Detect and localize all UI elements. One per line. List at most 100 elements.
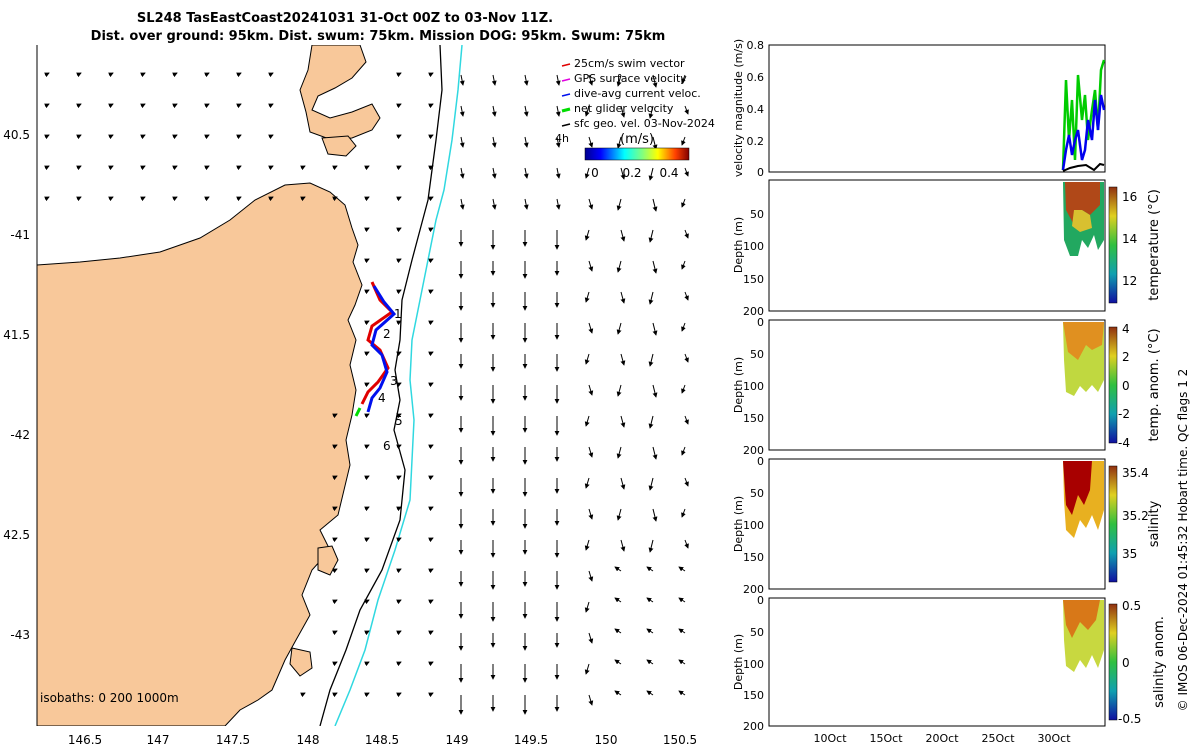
velocity-arrow bbox=[44, 72, 50, 78]
temperature-mid-band bbox=[1072, 210, 1092, 232]
velocity-arrow bbox=[588, 260, 594, 272]
velocity-arrow bbox=[332, 568, 338, 574]
map-xtick-148: 148 bbox=[297, 733, 320, 747]
velocity-arrow bbox=[648, 539, 654, 553]
velocity-arrow bbox=[620, 415, 626, 428]
velocity-arrow bbox=[652, 446, 658, 460]
velocity-arrow bbox=[491, 198, 497, 210]
legend-net-label: net glider velocity bbox=[574, 102, 674, 115]
velocity-arrow bbox=[459, 167, 465, 179]
side-xtick-10oct: 10Oct bbox=[813, 732, 847, 745]
velocity-arrow bbox=[684, 477, 689, 487]
salinity-anomaly-ytick-100: 100 bbox=[743, 658, 764, 671]
velocity-arrow bbox=[428, 475, 434, 481]
salinity-ytick-0: 0 bbox=[757, 455, 764, 468]
velocity-arrow bbox=[364, 196, 370, 202]
map-ytick-405: 40.5 bbox=[3, 128, 30, 142]
velocity-arrow bbox=[616, 136, 622, 149]
side-xtick-20oct: 20Oct bbox=[925, 732, 959, 745]
temp-anomaly-axes bbox=[768, 319, 1106, 451]
velocity-arrow bbox=[648, 105, 654, 119]
legend-gps-swatch bbox=[561, 78, 571, 82]
velocity-arrow bbox=[588, 198, 594, 210]
colorbar-period: 4h bbox=[555, 132, 569, 145]
velocity-arrow bbox=[396, 134, 402, 140]
velocity-ytick-02: 0.2 bbox=[747, 135, 765, 148]
velocity-arrow bbox=[108, 165, 114, 171]
velocity-arrow bbox=[428, 537, 434, 543]
salinity-axes bbox=[768, 458, 1106, 590]
velocity-arrow bbox=[364, 351, 370, 357]
temperature-ytick-100: 100 bbox=[743, 240, 764, 253]
temperature-ytick-200: 200 bbox=[743, 305, 764, 318]
velocity-arrow bbox=[428, 661, 434, 667]
velocity-arrow bbox=[681, 322, 686, 332]
velocity-arrow bbox=[396, 568, 402, 574]
isobath-note: isobaths: 0 200 1000m bbox=[40, 691, 179, 705]
velocity-arrow bbox=[681, 74, 686, 84]
velocity-arrow bbox=[652, 322, 658, 336]
temperature-cb-label: temperature (°C) bbox=[1147, 189, 1162, 301]
velocity-arrow bbox=[678, 690, 686, 696]
temp-anomaly-ytick-150: 150 bbox=[743, 412, 764, 425]
velocity-arrow bbox=[44, 196, 50, 202]
velocity-arrow bbox=[204, 196, 210, 202]
velocity-arrow bbox=[268, 103, 274, 109]
temperature-cb-16: 16 bbox=[1122, 190, 1137, 204]
map-ytick-415: 41.5 bbox=[3, 328, 30, 342]
salinity-cb-354: 35.4 bbox=[1122, 466, 1149, 480]
velocity-arrow bbox=[76, 134, 82, 140]
velocity-arrow bbox=[428, 320, 434, 326]
map-xtick-1465: 146.5 bbox=[68, 733, 102, 747]
velocity-arrow bbox=[428, 568, 434, 574]
velocity-panel: 0 0.2 0.4 0.6 0.8 velocity magnitude (m/… bbox=[732, 39, 1106, 179]
velocity-arrow bbox=[428, 258, 434, 264]
velocity-arrow bbox=[523, 198, 529, 210]
velocity-arrow bbox=[204, 165, 210, 171]
velocity-arrow bbox=[204, 103, 210, 109]
velocity-arrow bbox=[588, 384, 594, 396]
salinity-colorbar bbox=[1108, 465, 1118, 583]
velocity-arrow bbox=[396, 475, 402, 481]
legend-sfc-swatch bbox=[561, 123, 571, 127]
velocity-arrow bbox=[364, 444, 370, 450]
legend-dive-label: dive-avg current veloc. bbox=[574, 87, 701, 100]
velocity-arrow bbox=[172, 134, 178, 140]
velocity-arrow bbox=[646, 659, 654, 665]
glider-track-net bbox=[354, 407, 362, 417]
velocity-arrow bbox=[555, 198, 561, 210]
temperature-ytick-50: 50 bbox=[750, 208, 764, 221]
temp-anomaly-panel: 0 50 100 150 200 Depth (m) 4 2 0 -2 -4 t… bbox=[732, 316, 1162, 457]
velocity-arrow bbox=[76, 103, 82, 109]
colorbar-label: (m/s) bbox=[620, 132, 654, 147]
velocity-arrow bbox=[428, 165, 434, 171]
velocity-arrow bbox=[396, 630, 402, 636]
velocity-ytick-08: 0.8 bbox=[747, 39, 765, 52]
velocity-arrow bbox=[681, 446, 686, 456]
day-label-6: 6 bbox=[383, 439, 391, 453]
salinity-anomaly-cb-0: 0 bbox=[1122, 656, 1130, 670]
temp-anomaly-cb-4: 4 bbox=[1122, 322, 1130, 336]
velocity-arrow bbox=[584, 291, 590, 303]
velocity-arrow bbox=[140, 103, 146, 109]
velocity-arrow bbox=[396, 227, 402, 233]
velocity-arrow bbox=[648, 415, 654, 429]
velocity-arrow bbox=[76, 196, 82, 202]
velocity-arrow bbox=[428, 72, 434, 78]
velocity-arrow bbox=[681, 508, 686, 518]
velocity-arrow bbox=[459, 105, 465, 117]
temp-anomaly-ytick-0: 0 bbox=[757, 316, 764, 329]
velocity-arrow bbox=[172, 103, 178, 109]
velocity-arrow bbox=[620, 291, 626, 304]
velocity-arrow bbox=[491, 136, 497, 148]
legend-dive-swatch bbox=[561, 93, 571, 97]
map-ytick-41: -41 bbox=[10, 228, 30, 242]
title-line-2: Dist. over ground: 95km. Dist. swum: 75k… bbox=[91, 29, 666, 44]
velocity-arrow bbox=[684, 105, 689, 115]
velocity-arrow bbox=[584, 353, 590, 365]
velocity-arrow bbox=[614, 659, 622, 665]
south-islet bbox=[289, 647, 313, 677]
velocity-arrow bbox=[44, 134, 50, 140]
velocity-arrow bbox=[652, 74, 658, 88]
isobath-1000m bbox=[334, 45, 463, 726]
